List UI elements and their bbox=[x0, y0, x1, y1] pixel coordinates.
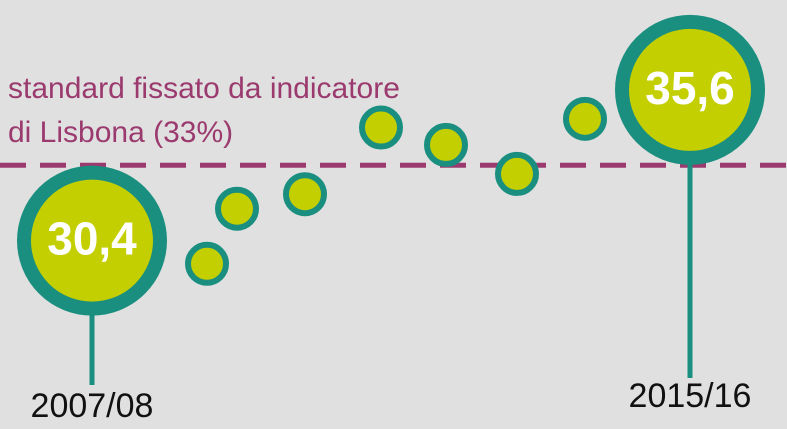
x-label: 2007/08 bbox=[31, 387, 154, 425]
x-label: 2015/16 bbox=[629, 377, 752, 415]
dot bbox=[424, 122, 468, 167]
annotation: standard fissato da indicatore bbox=[8, 72, 400, 105]
value-label: 30,4 bbox=[47, 213, 137, 265]
value-label: 35,6 bbox=[645, 62, 735, 114]
dot bbox=[495, 151, 539, 196]
dot bbox=[359, 105, 403, 150]
dot bbox=[185, 241, 229, 286]
annotation: di Lisbona (33%) bbox=[8, 116, 233, 149]
dot bbox=[283, 172, 327, 217]
dot bbox=[17, 165, 167, 316]
dot bbox=[615, 14, 765, 165]
dot bbox=[563, 96, 607, 141]
dot bbox=[215, 186, 259, 231]
